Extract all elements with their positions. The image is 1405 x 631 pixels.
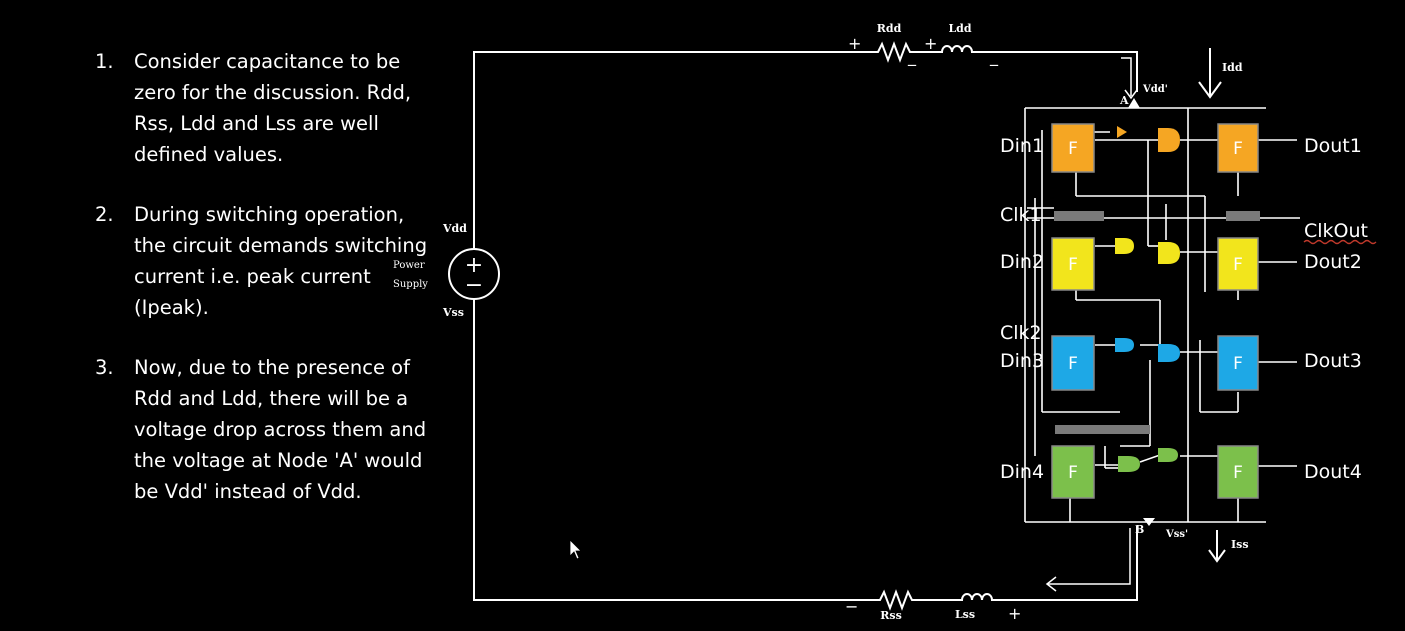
- flip-flop: [1051, 237, 1095, 291]
- power-supply-symbol: + −: [448, 248, 500, 300]
- current-arrows: [1128, 48, 1226, 563]
- rss-resistor: [870, 589, 950, 611]
- input-label: Din2: [1000, 251, 1044, 273]
- output-label: Dout2: [1304, 251, 1362, 273]
- io-labels: Din1 Clk1 Din2 Clk2 Din3 Din4 Dout1 ClkO…: [1000, 135, 1368, 483]
- svg-text:+: +: [465, 253, 483, 278]
- minus-sign: −: [845, 597, 858, 616]
- output-label: Dout4: [1304, 461, 1362, 483]
- ldd-inductor: [920, 45, 983, 53]
- supply-wires: [473, 51, 1138, 601]
- note-item: 2. During switching operation, the circui…: [95, 199, 435, 323]
- vdd-prime-label: Vdd': [1142, 84, 1168, 95]
- vdd-label: Vdd: [442, 222, 467, 235]
- note-number: 1.: [95, 50, 114, 73]
- and-gate: [1115, 338, 1134, 352]
- flip-flop-label: F: [1233, 354, 1243, 374]
- flip-flop-label: F: [1233, 139, 1243, 159]
- flip-flop: [1051, 335, 1095, 391]
- ldd-label: Ldd: [948, 22, 971, 35]
- polarity-marks: + _ + _ − +: [845, 34, 1021, 623]
- node-b-label: B: [1135, 523, 1144, 536]
- rdd-resistor: [870, 41, 920, 63]
- and-gate: [1158, 242, 1180, 264]
- flip-flop-label: F: [1233, 255, 1243, 275]
- note-number: 3.: [95, 356, 114, 379]
- flip-flop: [1217, 237, 1259, 291]
- flip-flop: [1051, 445, 1095, 499]
- flip-flop-row-1: F F: [1051, 123, 1259, 173]
- plus-sign: +: [848, 34, 861, 53]
- flip-flop-row-3: F F: [1051, 335, 1259, 391]
- note-text: During switching operation, the circuit …: [134, 203, 428, 319]
- lss-label: Lss: [955, 608, 975, 621]
- flip-flop-label: F: [1233, 463, 1243, 483]
- flip-flop-row-4: F F: [1051, 445, 1259, 499]
- flip-flop-label: F: [1068, 463, 1078, 483]
- flip-flop: [1217, 123, 1259, 173]
- note-item: 3. Now, due to the presence of Rdd and Ld…: [95, 352, 435, 507]
- minus-sign: _: [907, 47, 917, 67]
- input-label: Din1: [1000, 135, 1044, 157]
- flip-flop-label: F: [1068, 255, 1078, 275]
- spellcheck-underline: [1303, 239, 1377, 245]
- and-gate: [1158, 344, 1180, 362]
- power-supply-label: Power: [393, 260, 425, 271]
- idd-label: Idd: [1222, 61, 1243, 74]
- flip-flop: [1051, 123, 1095, 173]
- and-gate: [1115, 238, 1134, 254]
- input-label: Clk2: [1000, 322, 1042, 344]
- power-supply-label: Supply: [393, 279, 428, 290]
- note-text: Now, due to the presence of Rdd and Ldd,…: [134, 356, 427, 503]
- plus-sign: +: [1008, 604, 1021, 623]
- svg-text:−: −: [465, 273, 483, 298]
- input-label: Din3: [1000, 350, 1044, 372]
- logic-wires: [1024, 107, 1300, 523]
- notes-list: 1. Consider capacitance to be zero for th…: [95, 46, 435, 507]
- flip-flop-label: F: [1068, 139, 1078, 159]
- plus-sign: +: [924, 34, 937, 53]
- clock-bars: [1054, 211, 1260, 434]
- note-item: 1. Consider capacitance to be zero for th…: [95, 46, 435, 170]
- input-label: Clk1: [1000, 204, 1042, 226]
- supply-labels: Rdd Ldd Rss Lss Vdd Vss Power Supply Vdd…: [393, 22, 1249, 622]
- note-text: Consider capacitance to be zero for the …: [134, 50, 412, 166]
- and-gate: [1158, 448, 1178, 462]
- iss-label: Iss: [1231, 538, 1249, 551]
- rdd-label: Rdd: [877, 22, 902, 35]
- mouse-cursor-icon: [569, 539, 582, 560]
- flip-flop-row-2: F F: [1051, 237, 1259, 291]
- node-a-label: A: [1119, 94, 1129, 107]
- lss-inductor: [950, 593, 997, 601]
- rss-label: Rss: [880, 609, 902, 622]
- flip-flop-label: F: [1068, 354, 1078, 374]
- output-label: Dout1: [1304, 135, 1362, 157]
- and-gate: [1118, 456, 1140, 472]
- vss-label: Vss: [442, 306, 464, 319]
- input-label: Din4: [1000, 461, 1044, 483]
- buffer-gate: [1117, 126, 1127, 138]
- vss-prime-label: Vss': [1165, 529, 1188, 540]
- note-number: 2.: [95, 203, 114, 226]
- flip-flop: [1217, 335, 1259, 391]
- minus-sign: _: [989, 47, 999, 67]
- and-gate: [1158, 128, 1180, 152]
- output-label: ClkOut: [1304, 220, 1368, 242]
- flip-flop: [1217, 445, 1259, 499]
- output-label: Dout3: [1304, 350, 1362, 372]
